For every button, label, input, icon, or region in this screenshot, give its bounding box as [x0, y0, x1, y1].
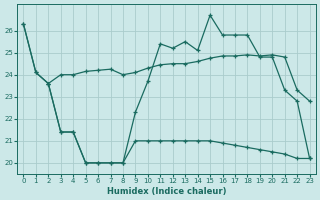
- X-axis label: Humidex (Indice chaleur): Humidex (Indice chaleur): [107, 187, 226, 196]
